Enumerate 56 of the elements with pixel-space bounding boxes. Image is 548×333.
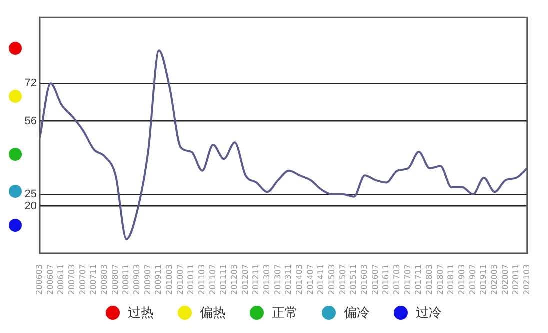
x-tick-label: 202003 [490, 264, 499, 296]
x-tick-label: 201911 [479, 264, 488, 296]
x-tick-label: 202103 [522, 264, 532, 296]
x-tick-label: 201403 [295, 264, 304, 296]
y-tick-label: 25 [24, 188, 37, 201]
x-tick-label: 201507 [338, 264, 348, 296]
x-tick-label: 202007 [500, 264, 510, 296]
text: 偏热 [200, 305, 226, 322]
y-tick-label: 56 [24, 115, 37, 128]
x-tick-label: 200611 [56, 264, 66, 296]
x-tick-label: 201311 [284, 264, 294, 296]
x-tick-label: 201711 [414, 264, 424, 296]
x-tick-label: 200907 [143, 264, 152, 296]
x-tick-label: 200807 [110, 264, 120, 296]
x-tick-label: 201103 [198, 264, 207, 296]
x-tick-label: 201603 [360, 264, 370, 296]
x-tick-label: 201611 [382, 264, 391, 296]
x-tick-label: 201707 [403, 264, 412, 296]
x-tick-label: 200803 [100, 264, 110, 296]
x-tick-label: 201307 [273, 264, 282, 296]
x-tick-label: 201207 [240, 264, 250, 296]
x-tick-label: 201303 [262, 264, 272, 296]
x-tick-label: 201903 [457, 264, 466, 296]
text: 偏冷 [344, 305, 370, 322]
x-tick-label: 201011 [186, 264, 196, 296]
x-tick-label: 201907 [468, 264, 478, 296]
x-tick-label: 201607 [370, 264, 380, 296]
x-tick-label: 200911 [154, 264, 164, 296]
x-tick-label: 202011 [512, 264, 521, 296]
text: 过热 [128, 305, 154, 322]
x-tick-label: 201407 [306, 264, 315, 296]
x-tick-label: 201411 [316, 264, 326, 296]
x-tick-label: 201511 [349, 264, 358, 296]
x-tick-label: 201811 [446, 264, 456, 296]
y-tick-label: 72 [24, 78, 37, 90]
x-tick-label: 201107 [208, 264, 218, 296]
x-tick-label: 201111 [219, 264, 228, 296]
x-tick-label: 201007 [176, 264, 185, 296]
x-tick-label: 200703 [68, 264, 77, 296]
x-tick-label: 200707 [78, 264, 88, 296]
y-tick-label: 20 [24, 200, 37, 212]
x-tick-label: 200811 [122, 264, 131, 296]
x-tick-label: 201503 [328, 264, 337, 296]
x-tick-label: 201703 [392, 264, 402, 296]
line-series [39, 50, 528, 240]
x-tick-label: 201211 [252, 264, 261, 296]
x-tick-label: 200903 [132, 264, 142, 296]
x-tick-label: 200603 [35, 264, 44, 296]
x-tick-label: 201003 [165, 264, 174, 296]
x-tick-label: 200607 [46, 264, 55, 296]
x-tick-label: 201203 [230, 264, 240, 296]
x-tick-label: 201803 [425, 264, 434, 296]
text: 过冷 [416, 305, 442, 322]
x-tick-label: 201807 [436, 264, 445, 296]
x-tick-label: 200711 [89, 264, 98, 296]
text: 正常 [272, 305, 298, 322]
